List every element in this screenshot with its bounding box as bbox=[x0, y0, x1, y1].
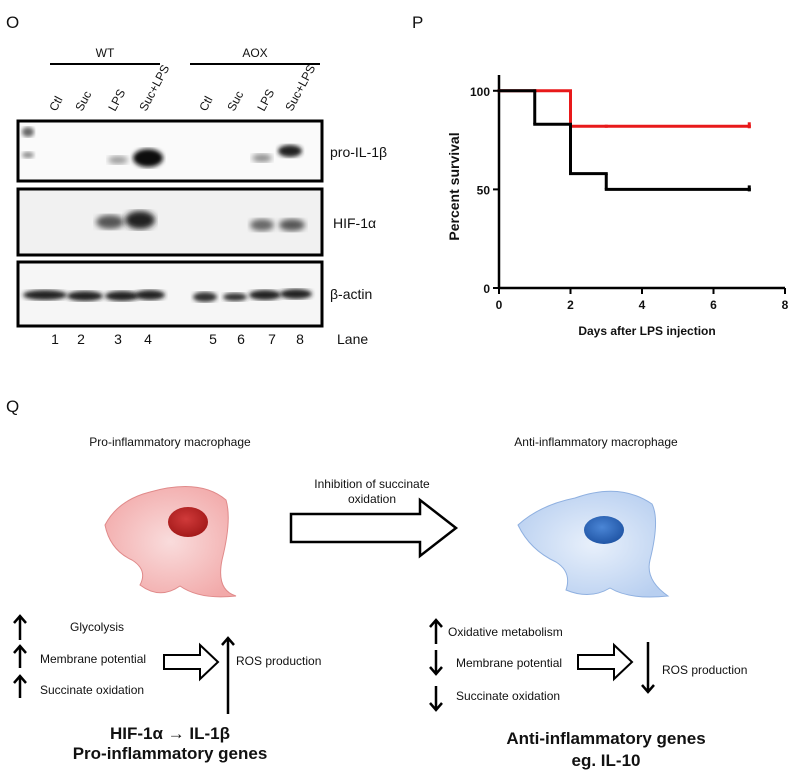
group-label: WT bbox=[96, 46, 115, 60]
arrow-label: Inhibition of succinate bbox=[314, 477, 430, 491]
lane-number: 4 bbox=[144, 331, 152, 347]
survival-chart: 0 50 100 0 2 4 6 8 Percent survival Days after LP… bbox=[446, 75, 789, 338]
group-label: AOX bbox=[242, 46, 267, 60]
item: Membrane potential bbox=[456, 656, 562, 670]
lane-name: Suc+LPS bbox=[136, 62, 172, 113]
item: Succinate oxidation bbox=[40, 683, 144, 697]
indicator-arrows bbox=[13, 614, 655, 714]
lane-number: 5 bbox=[209, 331, 217, 347]
band-label: pro-IL-1β bbox=[330, 144, 387, 160]
y-axis-label: Percent survival bbox=[446, 132, 462, 240]
result: ROS production bbox=[236, 654, 321, 668]
lane-name: Suc+LPS bbox=[282, 62, 318, 113]
genes: Anti-inflammatory genes bbox=[506, 729, 705, 748]
blot-panel bbox=[16, 119, 324, 183]
genes: eg. IL-10 bbox=[572, 751, 641, 770]
cell-title: Pro-inflammatory macrophage bbox=[89, 435, 251, 449]
result: ROS production bbox=[662, 663, 747, 677]
x-tick-label: 8 bbox=[782, 298, 789, 312]
blot-panel bbox=[16, 187, 324, 257]
pro-inflammatory-cell bbox=[104, 486, 237, 598]
lane-number: 6 bbox=[237, 331, 245, 347]
genes: HIF-1α → IL-1β bbox=[110, 724, 230, 743]
anti-inflammatory-cell bbox=[517, 490, 670, 598]
item: Membrane potential bbox=[40, 652, 146, 666]
genes: Pro-inflammatory genes bbox=[73, 744, 268, 763]
lane-number: 2 bbox=[77, 331, 85, 347]
lane-name: Ctl bbox=[46, 94, 65, 114]
lane-numbers: 1 2 3 4 5 6 7 8 bbox=[51, 331, 304, 347]
lane-name: Suc bbox=[224, 89, 246, 114]
y-tick-label: 0 bbox=[483, 282, 490, 296]
nucleus bbox=[168, 507, 208, 537]
item: Succinate oxidation bbox=[456, 689, 560, 703]
x-tick-label: 2 bbox=[567, 298, 574, 312]
lane-label: Lane bbox=[337, 331, 368, 347]
lane-name: LPS bbox=[105, 87, 128, 114]
arrow-label: oxidation bbox=[348, 492, 396, 506]
x-axis-label: Days after LPS injection bbox=[578, 324, 715, 338]
lane-number: 8 bbox=[296, 331, 304, 347]
lane-name: Ctl bbox=[196, 94, 215, 114]
band-label: β-actin bbox=[330, 286, 372, 302]
hollow-arrow bbox=[163, 642, 220, 682]
lane-name: LPS bbox=[254, 87, 277, 114]
panel-label: P bbox=[412, 13, 423, 32]
x-tick-label: 0 bbox=[496, 298, 503, 312]
item: Glycolysis bbox=[70, 620, 124, 634]
item: Oxidative metabolism bbox=[448, 625, 563, 639]
y-tick-label: 100 bbox=[470, 85, 490, 99]
y-tick-label: 50 bbox=[477, 183, 491, 197]
lane-number: 3 bbox=[114, 331, 122, 347]
x-tick-label: 6 bbox=[710, 298, 717, 312]
band-label: HIF-1α bbox=[333, 215, 376, 231]
lane-labels: Ctl Suc LPS Suc+LPS Ctl Suc LPS Suc+LPS bbox=[46, 62, 318, 113]
lane-number: 1 bbox=[51, 331, 59, 347]
nucleus bbox=[584, 516, 624, 544]
lane-number: 7 bbox=[268, 331, 276, 347]
big-arrow bbox=[289, 497, 459, 559]
panel-label: O bbox=[6, 13, 19, 32]
x-tick-label: 4 bbox=[639, 298, 646, 312]
panel-label: Q bbox=[6, 397, 19, 416]
blot-bands bbox=[22, 127, 312, 302]
cell-title: Anti-inflammatory macrophage bbox=[514, 435, 678, 449]
lane-name: Suc bbox=[72, 89, 94, 114]
hollow-arrow bbox=[577, 642, 634, 682]
